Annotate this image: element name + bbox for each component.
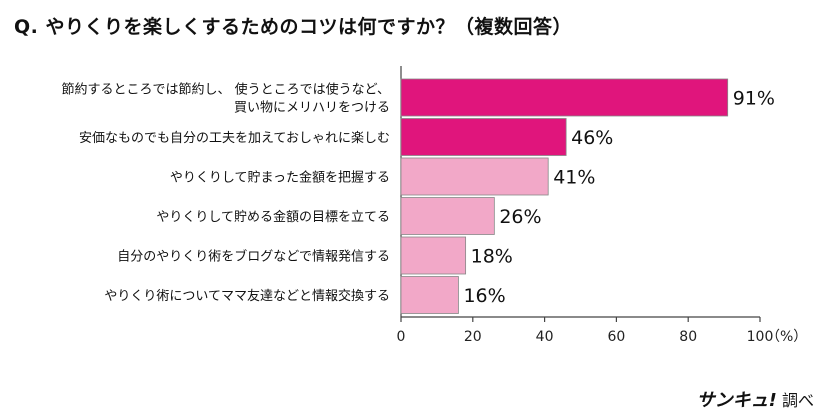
category-label: 買い物にメリハリをつける	[234, 101, 390, 116]
chart-title: Q. やりくりを楽しくするためのコツは何ですか？（複数回答）	[14, 16, 572, 38]
category-label: やりくり術についてママ友達などと情報交換する	[104, 288, 390, 304]
category-label: 自分のやりくり術をブログなどで情報発信する	[117, 249, 390, 265]
x-unit-label: （%）	[766, 329, 807, 345]
x-tick-label: 100	[747, 329, 774, 345]
x-tick-label: 60	[607, 329, 625, 345]
value-label: 26%	[499, 206, 541, 228]
x-tick-label: 0	[397, 329, 406, 345]
value-label: 41%	[553, 167, 595, 189]
x-tick-label: 40	[536, 329, 554, 345]
source-credit: サンキュ! 調べ	[697, 386, 814, 412]
category-label: やりくりして貯める金額の目標を立てる	[156, 209, 390, 225]
value-label: 16%	[463, 285, 505, 307]
value-label: 46%	[571, 127, 613, 149]
bar	[400, 236, 467, 275]
value-label: 18%	[471, 246, 513, 268]
x-tick-label: 80	[679, 329, 697, 345]
bar	[400, 157, 549, 196]
bar	[400, 78, 729, 117]
value-label: 91%	[733, 88, 775, 110]
bar	[400, 197, 495, 235]
category-label: 節約するところでは節約し、 使うところでは使うなど、	[62, 82, 390, 98]
credit-suffix: 調べ	[781, 391, 814, 410]
bar	[400, 276, 459, 314]
category-label: 安価なものでも自分の工夫を加えておしゃれに楽しむ	[79, 130, 390, 146]
category-label: やりくりして貯まった金額を把握する	[170, 170, 390, 186]
x-tick-label: 20	[464, 329, 482, 345]
bar	[400, 118, 567, 156]
credit-brand: サンキュ!	[696, 390, 777, 411]
